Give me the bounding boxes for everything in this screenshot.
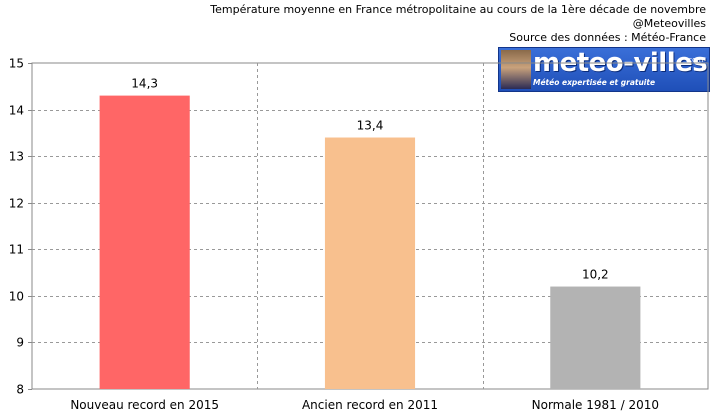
y-tick-label: 14 xyxy=(9,104,24,118)
bar-value-label: 14,3 xyxy=(131,77,158,91)
x-category-label: Nouveau record en 2015 xyxy=(70,398,219,412)
y-tick-label: 12 xyxy=(9,197,24,211)
bar-value-label: 10,2 xyxy=(582,268,609,282)
bar xyxy=(99,95,190,389)
meteo-villes-logo[interactable]: meteo-villes .com Météo expertisée et gr… xyxy=(498,47,710,92)
chart-handle: @Meteovilles xyxy=(632,17,706,30)
y-tick-label: 11 xyxy=(9,243,24,257)
logo-wordmark: meteo-villes xyxy=(533,48,708,78)
y-tick-label: 9 xyxy=(16,336,24,350)
chart-source: Source des données : Météo-France xyxy=(509,31,706,44)
y-tick-label: 8 xyxy=(16,383,24,397)
bar xyxy=(324,137,416,389)
y-tick-label: 13 xyxy=(9,150,24,164)
bar xyxy=(550,286,641,389)
grid-lines xyxy=(31,62,709,390)
chart-title: Température moyenne en France métropolit… xyxy=(210,3,706,16)
axes: 8 9 10 11 12 13 14 15 Nouveau record en 2015 Anci… xyxy=(9,57,659,413)
x-category-label: Normale 1981 / 2010 xyxy=(532,398,659,412)
bar-value-label: 13,4 xyxy=(357,119,384,133)
logo-portrait-image xyxy=(501,50,531,89)
bars: 14,3 13,4 10,2 xyxy=(99,77,641,389)
x-category-label: Ancien record en 2011 xyxy=(302,398,438,412)
plot-frame xyxy=(31,62,709,390)
y-tick-label: 15 xyxy=(9,57,24,71)
logo-dotcom: .com xyxy=(686,56,704,64)
logo-tagline: Météo expertisée et gratuite xyxy=(533,78,656,87)
y-tick-label: 10 xyxy=(9,290,24,304)
